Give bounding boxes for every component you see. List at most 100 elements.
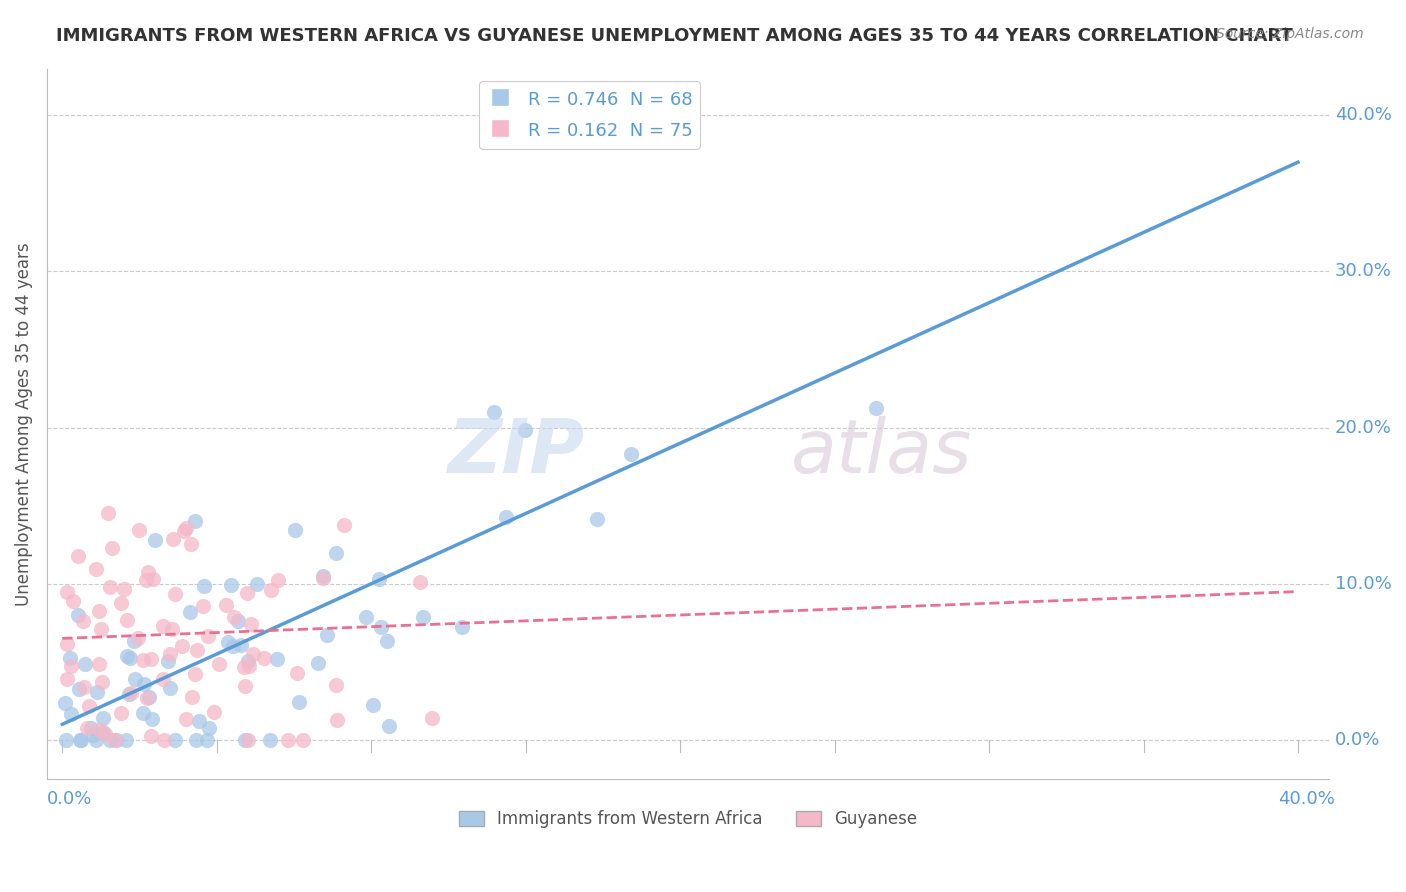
Point (89, 604, 111, 618)
Point (495, 510, 517, 524)
Point (56, 672, 79, 686)
Point (284, 523, 307, 537)
Point (66, 549, 89, 564)
Point (77, 698, 100, 713)
Point (326, 714, 349, 728)
Point (98, 732, 121, 747)
Point (233, 660, 256, 674)
Point (170, 639, 193, 653)
Point (370, 620, 392, 634)
Text: 0.0%: 0.0% (1336, 731, 1381, 749)
Point (267, 573, 290, 587)
Point (266, 652, 288, 666)
Point (224, 610, 246, 624)
Point (333, 518, 356, 533)
Point (159, 681, 181, 695)
Point (238, 732, 260, 747)
Point (186, 642, 208, 657)
Point (139, 652, 162, 666)
Point (312, 568, 335, 582)
Point (153, 732, 176, 747)
Point (97, 506, 120, 520)
Legend: Immigrants from Western Africa, Guyanese: Immigrants from Western Africa, Guyanese (451, 803, 924, 835)
Point (179, 605, 201, 619)
Point (124, 672, 146, 686)
Point (184, 667, 207, 681)
Point (93, 711, 115, 725)
Point (197, 629, 219, 643)
Point (98, 580, 121, 594)
Point (184, 732, 207, 747)
Point (76, 722, 98, 736)
Point (56, 637, 79, 651)
Point (120, 686, 142, 700)
Text: ZIP: ZIP (449, 416, 585, 489)
Point (115, 732, 138, 747)
Point (361, 698, 384, 712)
Point (188, 714, 211, 728)
Point (221, 640, 243, 654)
Point (152, 672, 174, 686)
Point (412, 610, 434, 624)
Point (312, 571, 335, 585)
Point (94, 726, 117, 740)
Point (620, 447, 643, 461)
Point (82, 728, 104, 742)
Point (84, 562, 107, 576)
Point (420, 711, 443, 725)
Point (59, 650, 82, 665)
Point (69, 732, 91, 747)
Point (184, 514, 207, 528)
Text: 20.0%: 20.0% (1336, 418, 1392, 436)
Point (174, 712, 197, 726)
Point (117, 613, 139, 627)
Point (162, 533, 184, 547)
Point (56, 585, 79, 599)
Point (165, 732, 187, 747)
Point (198, 721, 221, 735)
Point (368, 572, 391, 586)
Point (238, 658, 260, 673)
Point (100, 541, 122, 555)
Point (112, 582, 135, 596)
Point (87, 657, 110, 671)
Point (136, 691, 159, 706)
Point (103, 732, 125, 747)
Point (89, 723, 111, 737)
Point (117, 687, 139, 701)
Point (325, 546, 347, 560)
Point (260, 582, 283, 597)
Point (55, 732, 77, 747)
Point (59, 659, 82, 673)
Point (73, 681, 96, 695)
Point (307, 657, 329, 671)
Point (66, 608, 89, 623)
Point (134, 677, 156, 691)
Point (131, 706, 153, 721)
Point (181, 690, 204, 704)
Point (105, 732, 128, 747)
Point (86, 684, 108, 698)
Text: IMMIGRANTS FROM WESTERN AFRICA VS GUYANESE UNEMPLOYMENT AMONG AGES 35 TO 44 YEAR: IMMIGRANTS FROM WESTERN AFRICA VS GUYANE… (56, 27, 1294, 45)
Point (84, 732, 107, 747)
Point (80, 721, 103, 735)
Point (60, 706, 83, 721)
Point (174, 521, 197, 535)
Point (242, 647, 264, 661)
Point (132, 653, 155, 667)
Point (226, 614, 249, 628)
Point (127, 631, 149, 645)
Point (217, 635, 239, 649)
Point (316, 627, 339, 641)
Text: 10.0%: 10.0% (1336, 574, 1392, 593)
Text: 40.0%: 40.0% (1278, 789, 1336, 808)
Point (163, 587, 186, 601)
Text: 0.0%: 0.0% (46, 789, 93, 808)
Point (193, 579, 215, 593)
Point (238, 654, 260, 668)
Point (142, 572, 165, 586)
Point (277, 732, 299, 747)
Point (215, 598, 238, 612)
Point (69, 682, 91, 697)
Point (73, 657, 96, 672)
